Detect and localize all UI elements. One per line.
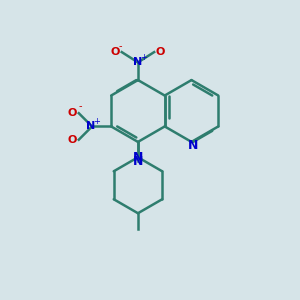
Text: N: N bbox=[188, 139, 198, 152]
Text: -: - bbox=[79, 101, 82, 111]
Text: O: O bbox=[68, 108, 77, 118]
Text: +: + bbox=[93, 117, 100, 126]
Text: N: N bbox=[133, 57, 142, 68]
Text: N: N bbox=[133, 154, 143, 167]
Text: N: N bbox=[86, 122, 95, 131]
Text: +: + bbox=[140, 52, 147, 62]
Text: -: - bbox=[118, 40, 122, 51]
Text: O: O bbox=[156, 47, 165, 57]
Text: N: N bbox=[133, 151, 143, 164]
Text: O: O bbox=[111, 47, 120, 57]
Text: O: O bbox=[68, 135, 77, 145]
